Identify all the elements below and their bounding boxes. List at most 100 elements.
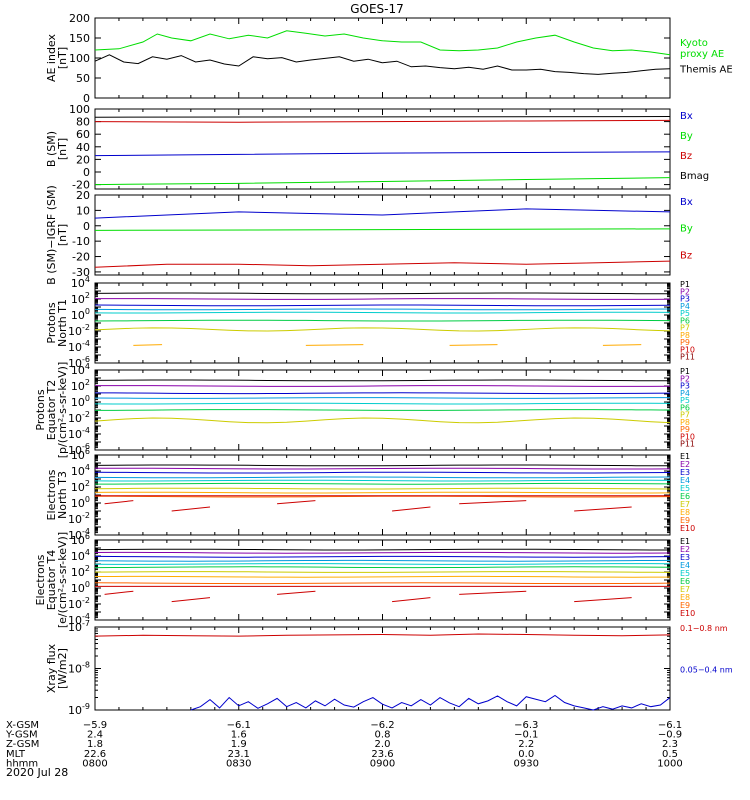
series-bsm-bx <box>94 151 671 157</box>
panel-xray: 10-9 10-8 10-7 Xray flux[W/m2] 0.1−0.8 nm 0.0… <box>45 619 733 717</box>
y-axis-label: Protons <box>34 389 47 430</box>
series-electrons_equator-e7 <box>94 571 671 573</box>
legend-e6: E6 <box>680 577 690 586</box>
y-tick-exponent: 2 <box>85 479 90 488</box>
series-protons_equator-p4 <box>94 397 671 399</box>
series-electrons_equator-e6 <box>94 566 671 569</box>
plot-title: GOES-17 <box>350 2 404 16</box>
series-electrons_north-e9 <box>94 495 671 498</box>
y-tick-label: 10-9 <box>68 702 90 717</box>
y-axis-label: [nT] <box>56 138 69 160</box>
y-tick-label: 104 <box>71 362 90 377</box>
time-axis-value: −6.1 <box>227 720 251 731</box>
y-tick-exponent: -4 <box>82 612 90 621</box>
legend-e5: E5 <box>680 484 690 493</box>
y-tick-exponent: -2 <box>82 410 90 419</box>
time-axis-value: 0.0 <box>518 749 534 760</box>
y-tick-label: 200 <box>69 12 90 25</box>
time-axis-value: 23.1 <box>228 749 250 760</box>
y-tick-label: 60 <box>76 128 90 141</box>
series-electrons_north-e8 <box>94 491 671 494</box>
y-tick-exponent: 6 <box>85 532 90 541</box>
legend-e1: E1 <box>680 537 690 546</box>
time-axis-value: 2.0 <box>375 739 391 750</box>
y-tick-exponent: 0 <box>85 307 90 316</box>
legend-e8: E8 <box>680 593 690 602</box>
y-tick-label: 102 <box>71 378 90 393</box>
time-axis-value: 0900 <box>370 758 395 769</box>
y-tick-exponent: 0 <box>85 495 90 504</box>
y-tick-exponent: -6 <box>82 355 90 364</box>
date-label: 2020 Jul 28 <box>6 766 68 779</box>
y-tick-exponent: 2 <box>85 564 90 573</box>
legend-e2: E2 <box>680 545 690 554</box>
time-axis-value: 1.6 <box>231 730 247 741</box>
time-axis-value: 0930 <box>514 758 539 769</box>
y-tick-label: 10-7 <box>68 619 90 634</box>
legend-p10: P10 <box>680 345 695 354</box>
y-tick-label: 150 <box>69 32 90 45</box>
legend-e8: E8 <box>680 508 690 517</box>
y-tick-exponent: 4 <box>85 463 90 472</box>
legend-e5: E5 <box>680 569 690 578</box>
y-tick-exponent: -4 <box>82 527 90 536</box>
series-electrons_north-e10 <box>574 506 632 512</box>
time-axis-value: 1.9 <box>231 739 247 750</box>
series-protons_north-p8 <box>305 344 364 346</box>
y-tick-exponent: -7 <box>82 619 90 628</box>
y-tick-exponent: -9 <box>82 702 90 711</box>
y-tick-label: 80 <box>76 116 90 129</box>
time-axis-value: −5.9 <box>83 720 107 731</box>
panel-bigrf: -30 -20 -10 0 10 20 B (SM)−IGRF (SM)[nT] Bx By Bz <box>45 185 693 285</box>
series-electrons_north-e4 <box>94 476 671 479</box>
legend-p5: P5 <box>680 396 690 405</box>
legend-p11: P11 <box>680 440 695 449</box>
legend-e2: E2 <box>680 460 690 469</box>
series-protons_equator-p2 <box>94 385 671 387</box>
legend-e3: E3 <box>680 553 690 562</box>
series-protons_north-p8 <box>602 344 642 346</box>
time-axis-value: 22.6 <box>84 749 106 760</box>
y-tick-exponent: -4 <box>82 426 90 435</box>
series-electrons_equator-e1 <box>94 548 671 551</box>
series-electrons_north-e7 <box>94 487 671 490</box>
y-axis-label: [nT] <box>56 224 69 246</box>
series-protons_north-p8 <box>133 344 163 346</box>
legend-p7: P7 <box>680 324 690 333</box>
series-bigrf-bx <box>94 208 671 219</box>
panel-frame <box>94 282 671 364</box>
y-tick-exponent: 4 <box>85 362 90 371</box>
legend-p4: P4 <box>680 302 690 311</box>
series-electrons_equator-e10 <box>574 597 632 603</box>
legend-bx: Bx <box>680 197 693 208</box>
y-tick-label: 0 <box>83 92 90 105</box>
legend-e7: E7 <box>680 500 690 509</box>
y-tick-label: 100 <box>71 495 90 510</box>
series-electrons_equator-e10 <box>104 590 134 595</box>
time-axis-row-label: Z-GSM <box>6 739 39 750</box>
panel-frame <box>94 17 671 99</box>
series-electrons_equator-e8 <box>94 575 671 578</box>
series-protons_north-p8 <box>449 344 498 346</box>
y-axis-label: Equator T2 <box>45 380 58 440</box>
y-tick-exponent: -2 <box>82 323 90 332</box>
y-tick-label: 40 <box>76 141 90 154</box>
legend-p8: P8 <box>680 418 690 427</box>
legend-0-05-0-4-nm: 0.05−0.4 nm <box>680 666 733 675</box>
y-tick-exponent: 6 <box>85 447 90 456</box>
y-tick-label: 100 <box>71 394 90 409</box>
series-bigrf-by <box>94 228 671 231</box>
legend-p2: P2 <box>680 374 690 383</box>
y-tick-label: 106 <box>71 447 90 462</box>
y-tick-label: 102 <box>71 564 90 579</box>
y-axis-label: [e/(cm²-s-sr-keV)] <box>56 532 69 628</box>
y-axis-label: Protons <box>45 302 58 343</box>
series-electrons_north-e1 <box>94 464 671 467</box>
y-tick-label: 100 <box>71 580 90 595</box>
legend-p3: P3 <box>680 295 690 304</box>
y-axis-label: North T1 <box>56 299 69 347</box>
time-axis-row-label: Y-GSM <box>5 730 38 741</box>
y-tick-label: 100 <box>71 307 90 322</box>
